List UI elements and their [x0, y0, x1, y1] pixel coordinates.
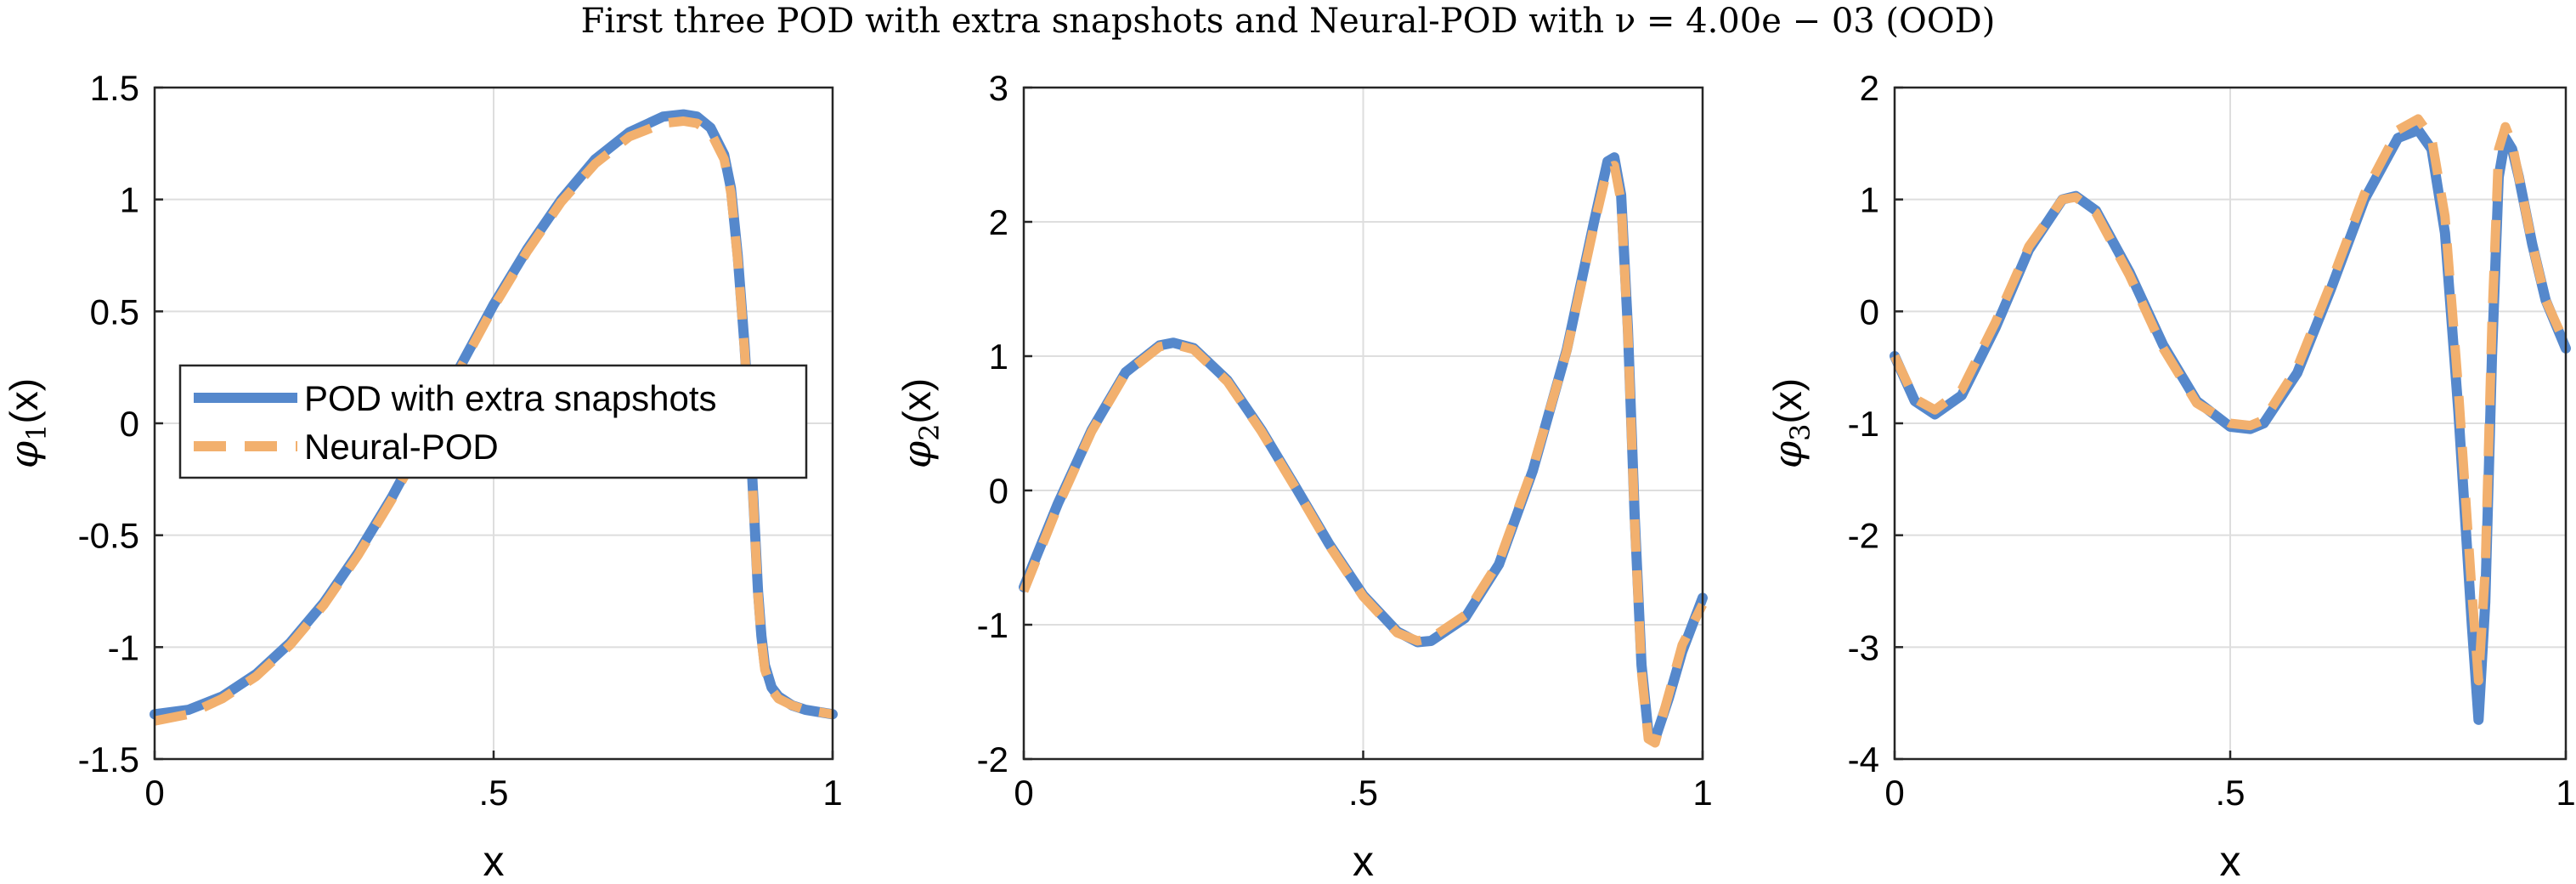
- x-axis-label: x: [2220, 837, 2241, 884]
- x-tick-label: .5: [1348, 773, 1378, 813]
- y-tick-label: 1: [120, 180, 139, 220]
- x-tick-label: 0: [1014, 773, 1033, 813]
- y-tick-label: -2: [1848, 516, 1879, 556]
- y-axis-label: φ1(x): [1, 378, 53, 468]
- y-tick-label: -0.5: [78, 516, 139, 556]
- y-tick-label: 1: [989, 337, 1008, 377]
- y-tick-label: 2: [989, 202, 1008, 242]
- y-tick-label: -1.5: [78, 740, 139, 779]
- series-line-neural-pod: [1890, 114, 2571, 686]
- figure-title: First three POD with extra snapshots and…: [581, 2, 1996, 41]
- y-axis-label: φ2(x): [894, 378, 946, 468]
- series-line-neural-pod: [153, 116, 833, 726]
- y-tick-label: -1: [108, 627, 139, 667]
- y-tick-label: 1: [1860, 180, 1879, 220]
- y-tick-label: 0: [1860, 292, 1879, 332]
- x-tick-label: .5: [478, 773, 508, 813]
- y-tick-label: 0: [120, 404, 139, 444]
- x-tick-label: 0: [1884, 773, 1904, 813]
- y-axis-label: φ3(x): [1765, 378, 1816, 468]
- legend-box: [178, 364, 808, 479]
- x-tick-label: .5: [2215, 773, 2245, 813]
- legend: POD with extra snapshots Neural-POD: [178, 364, 808, 479]
- y-tick-label: 1.5: [90, 68, 139, 108]
- legend-label-neural-pod: Neural-POD: [304, 427, 499, 467]
- y-tick-label: -4: [1848, 740, 1879, 779]
- x-axis-label: x: [483, 837, 505, 884]
- y-tick-label: -3: [1848, 627, 1879, 667]
- x-axis-label: x: [1353, 837, 1374, 884]
- y-tick-label: 0.5: [90, 292, 139, 332]
- y-tick-label: -1: [1848, 404, 1879, 444]
- panel-phi2: 0 .5 1 -2 -1 0 1 2 3 x φ2(x): [894, 68, 1713, 884]
- x-tick-label: 1: [1692, 773, 1712, 813]
- y-tick-label: -1: [977, 605, 1008, 645]
- x-tick-label: 0: [144, 773, 164, 813]
- y-tick-label: 3: [989, 68, 1008, 108]
- legend-label-pod: POD with extra snapshots: [304, 378, 717, 418]
- x-tick-label: 1: [822, 773, 842, 813]
- y-tick-label: -2: [977, 740, 1008, 779]
- x-tick-label: 1: [2556, 773, 2575, 813]
- panel-phi3: 0 .5 1 -4 -3 -2 -1 0 1 2 x φ3(x): [1765, 68, 2576, 884]
- y-tick-label: 0: [989, 471, 1008, 511]
- y-tick-label: 2: [1860, 68, 1879, 108]
